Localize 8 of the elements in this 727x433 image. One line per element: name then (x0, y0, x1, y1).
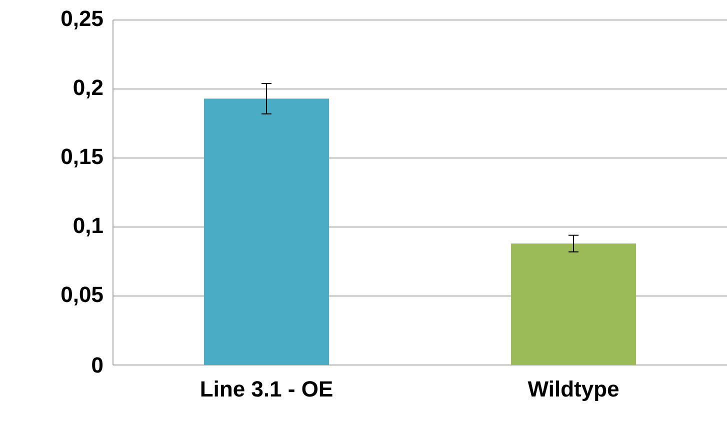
y-tick-label: 0,1 (74, 218, 103, 236)
y-tick-label: 0,15 (62, 148, 103, 168)
y-tick-label: 0,25 (62, 10, 103, 30)
y-tick-label: 0,05 (62, 286, 103, 306)
y-tick-label: 0,2 (74, 80, 103, 98)
x-tick-label: Wildtype (528, 380, 619, 402)
x-tick-label: Line 3.1 - OE (201, 380, 332, 397)
y-tick-label: 0 (92, 357, 103, 373)
